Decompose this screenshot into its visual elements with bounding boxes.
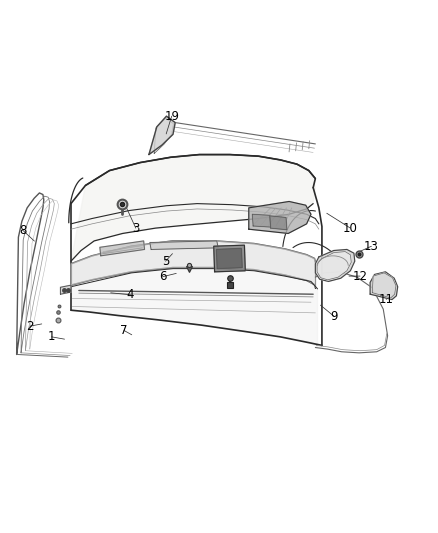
- Text: 6: 6: [159, 270, 167, 283]
- Polygon shape: [60, 285, 71, 294]
- Polygon shape: [149, 116, 175, 155]
- Polygon shape: [71, 269, 318, 348]
- Text: 8: 8: [19, 224, 26, 237]
- Polygon shape: [100, 241, 145, 256]
- Polygon shape: [216, 248, 242, 269]
- Polygon shape: [270, 216, 287, 230]
- Polygon shape: [317, 252, 351, 280]
- Text: 13: 13: [364, 240, 379, 253]
- Polygon shape: [150, 241, 218, 249]
- Text: 4: 4: [127, 288, 134, 301]
- Polygon shape: [71, 241, 315, 288]
- Polygon shape: [372, 273, 396, 298]
- Polygon shape: [252, 214, 271, 227]
- Text: 9: 9: [330, 310, 338, 322]
- Polygon shape: [214, 245, 245, 272]
- Text: 11: 11: [379, 293, 394, 306]
- Text: 19: 19: [164, 110, 179, 123]
- Polygon shape: [370, 272, 398, 300]
- Text: 5: 5: [162, 255, 169, 268]
- Polygon shape: [71, 155, 315, 261]
- Text: 1: 1: [48, 330, 56, 343]
- Text: 12: 12: [353, 270, 367, 282]
- Text: 10: 10: [343, 222, 358, 235]
- Text: 2: 2: [26, 320, 34, 333]
- Polygon shape: [249, 201, 311, 233]
- Text: 3: 3: [132, 222, 139, 235]
- Text: 7: 7: [120, 324, 128, 337]
- Polygon shape: [315, 249, 355, 281]
